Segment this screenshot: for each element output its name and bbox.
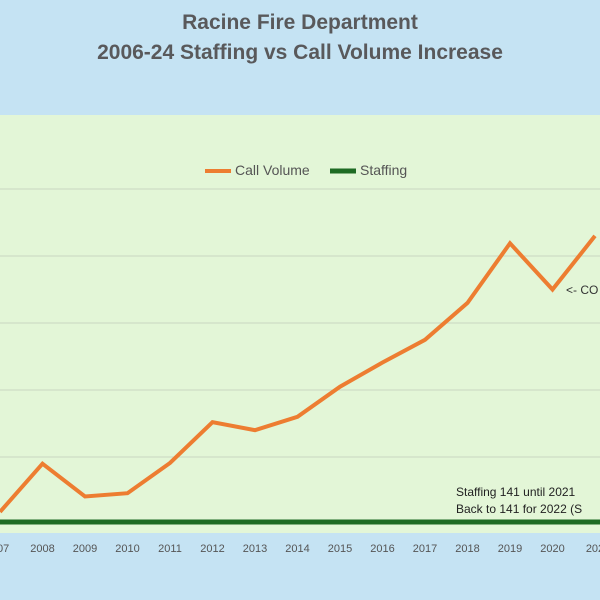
x-tick-label: 2009	[73, 543, 97, 555]
x-tick-label: 2019	[498, 543, 522, 555]
x-tick-label: 007	[0, 543, 9, 555]
x-tick-label: 2012	[200, 543, 224, 555]
legend-label: Staffing	[360, 162, 407, 178]
covid-annotation: <- CO	[566, 283, 598, 297]
x-tick-label: 2016	[370, 543, 394, 555]
chart-subtitle: 2006-24 Staffing vs Call Volume Increase	[97, 41, 503, 64]
chart-title: Racine Fire Department	[182, 11, 418, 34]
x-tick-label: 2014	[285, 543, 309, 555]
legend-label: Call Volume	[235, 162, 310, 178]
staffing-annotation-line2: Back to 141 for 2022 (S	[456, 502, 582, 516]
x-tick-label: 2020	[540, 543, 564, 555]
staffing-annotation-line1: Staffing 141 until 2021	[456, 485, 576, 499]
call-volume-series-line	[0, 234, 597, 514]
x-tick-label: 2017	[413, 543, 437, 555]
plot-area	[0, 115, 600, 533]
x-tick-label: 2010	[115, 543, 139, 555]
x-tick-label: 2013	[243, 543, 267, 555]
x-tick-label: 202	[586, 543, 600, 555]
x-tick-label: 2011	[158, 543, 182, 555]
x-tick-label: 2015	[328, 543, 352, 555]
x-tick-label: 2018	[455, 543, 479, 555]
x-tick-label: 2008	[30, 543, 54, 555]
